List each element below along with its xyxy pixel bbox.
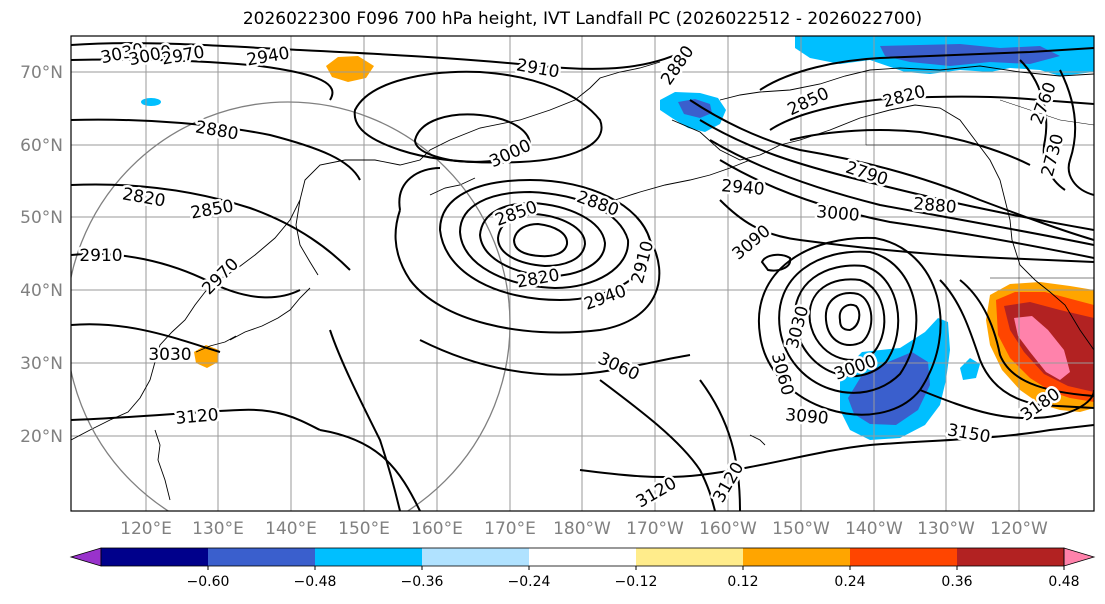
longitude-label: 170°W <box>626 519 684 539</box>
colorbar-tick-label: −0.36 <box>401 574 444 590</box>
longitude-label: 160°W <box>699 519 757 539</box>
colorbar-tick-label: −0.24 <box>508 574 551 590</box>
latitude-label: 70°N <box>20 63 63 83</box>
contour-label-halo: 3030 <box>148 345 191 365</box>
contour-label: 3060 <box>767 351 798 398</box>
colorbar-tick-label: −0.60 <box>187 574 230 590</box>
contour-label: 2730 <box>1038 132 1069 179</box>
longitude-labels: 120°E 130°E 140°E 150°E 160°E 170°E 180°W 170°W… <box>120 519 1048 539</box>
contour-label: 2880 <box>657 42 698 89</box>
contour-label: 2910 <box>79 246 122 266</box>
colorbar-tick-label: −0.12 <box>615 574 658 590</box>
longitude-label: 120°E <box>120 519 172 539</box>
longitude-label: 120°W <box>990 519 1048 539</box>
colorbar-tick-label: 0.24 <box>834 574 865 590</box>
contour-label: 3030 <box>148 345 191 365</box>
latitude-label: 20°N <box>20 427 63 447</box>
shade-bering-core <box>678 99 712 118</box>
contour-label: 3000 <box>815 202 860 226</box>
contour-label: 3150 <box>946 420 992 447</box>
colorbar-segment <box>315 548 423 566</box>
longitude-label: 140°E <box>265 519 317 539</box>
colorbar-tick-label: 0.48 <box>1048 574 1079 590</box>
contour-label: 2850 <box>785 84 833 120</box>
contour-label: 2910 <box>628 239 659 286</box>
latitude-label: 40°N <box>20 281 63 301</box>
contour-label: 3030 <box>783 304 814 351</box>
colorbar-segment <box>743 548 851 566</box>
contour-label: 3090 <box>729 221 775 264</box>
colorbar-segment <box>636 548 744 566</box>
contour-label: 3120 <box>709 459 748 506</box>
contour-label: 2760 <box>1027 80 1061 127</box>
contour-label: 2790 <box>843 158 890 190</box>
contour-label: 2850 <box>493 197 540 231</box>
contour-label: 3090 <box>784 405 829 429</box>
latitude-labels: 70°N 60°N 50°N 40°N 30°N 20°N <box>20 63 63 447</box>
longitude-label: 130°E <box>192 519 244 539</box>
colorbar-tick-label: 0.12 <box>727 574 758 590</box>
coastlines <box>71 61 1094 501</box>
colorbar-segment <box>850 548 958 566</box>
contour-label: 3060 <box>595 349 643 385</box>
contour-label: 2880 <box>194 117 240 144</box>
shade-siberia-positive <box>326 56 374 82</box>
colorbar-extension-low <box>69 547 102 567</box>
colorbar: −0.60 −0.48 −0.36 −0.24 −0.12 0.12 0.24 0.36 0.4… <box>69 547 1096 590</box>
shade-pacific-core <box>848 352 930 425</box>
contour-label: 3120 <box>633 473 680 512</box>
longitude-label: 150°E <box>338 519 390 539</box>
longitude-label: 140°W <box>845 519 903 539</box>
shade-california-max <box>1014 316 1070 380</box>
longitude-label: 130°W <box>917 519 975 539</box>
contour-label: 2880 <box>912 194 957 218</box>
colorbar-segment <box>957 548 1065 566</box>
latitude-label: 50°N <box>20 208 63 228</box>
colorbar-segment <box>529 548 637 566</box>
contour-label: 2820 <box>881 82 928 113</box>
gridlines <box>71 36 1094 511</box>
colorbar-outline <box>100 547 1065 567</box>
contour-label-halo: 2910 <box>79 246 122 266</box>
contour-label: 2940 <box>582 281 629 315</box>
colorbar-segment <box>422 548 530 566</box>
colorbar-segment <box>101 548 209 566</box>
shade-small-negative <box>141 98 161 106</box>
contour-label-halo: 2880 <box>912 194 957 218</box>
longitude-label: 170°E <box>484 519 536 539</box>
contour-label: 3120 <box>175 405 220 429</box>
contour-label: 2850 <box>189 196 235 223</box>
map-frame <box>70 35 1095 512</box>
longitude-label: 160°E <box>411 519 463 539</box>
contour-label: 2940 <box>720 176 765 200</box>
longitude-label: 150°W <box>772 519 830 539</box>
figure-title: 2026022300 F096 700 hPa height, IVT Land… <box>242 9 923 29</box>
colorbar-extension-high <box>1063 547 1096 567</box>
latitude-label: 60°N <box>20 136 63 156</box>
colorbar-segment <box>208 548 316 566</box>
landfall-radius-circle <box>71 101 511 511</box>
height-contours <box>71 42 1094 511</box>
latitude-label: 30°N <box>20 354 63 374</box>
colorbar-tick-label: −0.48 <box>294 574 337 590</box>
colorbar-tick-label: 0.36 <box>941 574 972 590</box>
shade-small-negative-2 <box>960 358 980 380</box>
longitude-label: 180°W <box>553 519 611 539</box>
